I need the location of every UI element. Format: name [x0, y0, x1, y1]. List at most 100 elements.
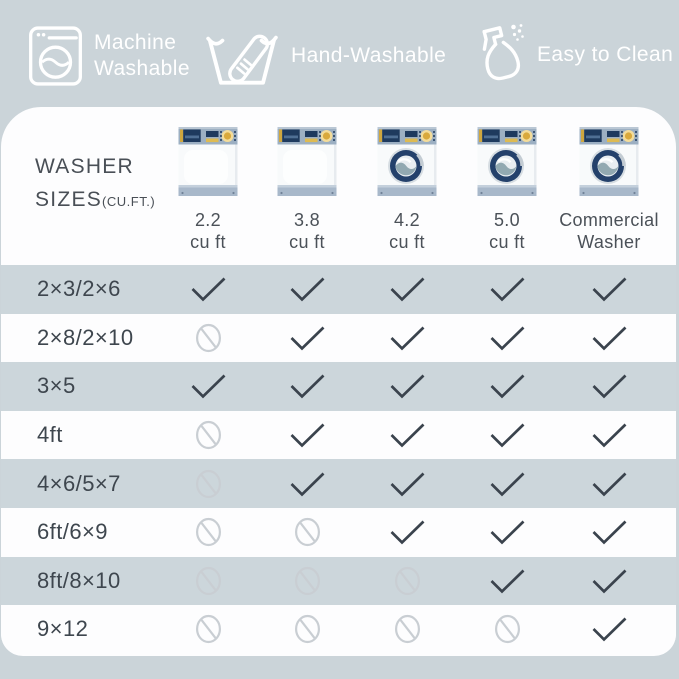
- check-icon: [290, 423, 324, 448]
- washer-front-load-icon: [477, 127, 537, 196]
- feature-hand-washable: Hand-Washable: [204, 24, 446, 88]
- table-cell: [357, 325, 457, 351]
- table-cell: [257, 517, 357, 547]
- table-cell: [357, 276, 457, 302]
- table-cell: [557, 568, 661, 594]
- not-allowed-icon: [294, 615, 320, 644]
- check-icon: [490, 569, 524, 594]
- table-cell: [357, 566, 457, 596]
- not-allowed-icon: [195, 518, 221, 547]
- check-icon: [592, 617, 626, 642]
- washer-front-load-icon: [579, 127, 639, 196]
- check-icon: [290, 277, 324, 302]
- table-cell: [357, 519, 457, 545]
- check-icon: [290, 326, 324, 351]
- table-cell: [457, 568, 557, 594]
- table-cell: [257, 373, 357, 399]
- feature-label: Easy to Clean: [537, 43, 674, 67]
- table-cell: [457, 373, 557, 399]
- hand-wash-icon: [206, 34, 278, 85]
- washer-closed-icon: [178, 127, 238, 196]
- table-cell: [257, 471, 357, 497]
- check-icon: [592, 375, 626, 399]
- table-cell: [159, 566, 257, 596]
- column-header-4-2: 4.2 cu ft: [347, 125, 467, 254]
- check-icon: [290, 472, 324, 497]
- table-cell: [557, 519, 661, 545]
- column-label: 3.8 cu ft: [289, 210, 325, 252]
- check-icon: [390, 423, 424, 448]
- column-header-5-0: 5.0 cu ft: [447, 125, 567, 254]
- table-cell: [159, 469, 257, 499]
- not-allowed-icon: [294, 566, 320, 595]
- check-icon: [490, 472, 524, 497]
- column-header-commercial: Commercial Washer: [549, 125, 669, 254]
- table-cell: [557, 325, 661, 351]
- table-cell: [257, 566, 357, 596]
- rug-size-label: 4×6/5×7: [37, 470, 121, 496]
- table-cell: [357, 422, 457, 448]
- column-label: 5.0 cu ft: [489, 210, 525, 252]
- table-row: 3×5: [1, 362, 676, 411]
- check-icon: [191, 277, 225, 302]
- check-icon: [592, 472, 626, 497]
- column-header-3-8: 3.8 cu ft: [247, 125, 367, 254]
- not-allowed-icon: [394, 566, 420, 595]
- feature-easy-to-clean: Easy to Clean: [476, 22, 673, 88]
- washer-size-table-panel: WASHER SIZES(CU.FT.) 2.2: [1, 107, 676, 656]
- table-row: 6ft/6×9: [1, 507, 676, 557]
- not-allowed-icon: [195, 420, 221, 450]
- care-features-bar: Machine Washable Hand-Washable: [0, 0, 679, 107]
- table-cell: [457, 276, 557, 302]
- washer-closed-icon: [277, 127, 337, 196]
- feature-label: Machine Washable: [94, 31, 190, 80]
- table-cell: [159, 517, 257, 547]
- not-allowed-icon: [195, 469, 221, 498]
- table-title: WASHER SIZES(CU.FT.): [35, 151, 155, 216]
- check-icon: [490, 423, 524, 448]
- not-allowed-icon: [394, 615, 420, 644]
- spray-bottle-icon: [482, 24, 524, 81]
- check-icon: [592, 326, 626, 351]
- table-row: 4×6/5×7: [1, 459, 676, 508]
- table-cell: [457, 471, 557, 497]
- table-title-line2: SIZES: [35, 187, 102, 211]
- check-icon: [390, 326, 424, 351]
- table-cell: [457, 519, 557, 545]
- check-icon: [390, 277, 424, 302]
- check-icon: [290, 375, 324, 399]
- table-cell: [257, 325, 357, 351]
- table-cell: [159, 276, 257, 302]
- table-cell: [159, 614, 257, 644]
- washing-machine-icon: [29, 26, 82, 86]
- table-cell: [257, 422, 357, 448]
- not-allowed-icon: [494, 615, 520, 644]
- column-label: 4.2 cu ft: [389, 210, 425, 252]
- check-icon: [592, 569, 626, 594]
- size-compatibility-rows: 2×3/2×6 2×8/2×10 3×5 4ft: [1, 265, 676, 654]
- table-cell: [457, 614, 557, 644]
- check-icon: [592, 423, 626, 448]
- check-icon: [390, 472, 424, 497]
- rug-size-label: 2×8/2×10: [37, 324, 134, 350]
- check-icon: [592, 520, 626, 545]
- table-title-line1: WASHER: [35, 155, 134, 178]
- table-cell: [159, 373, 257, 399]
- washer-front-load-icon: [377, 127, 437, 196]
- table-cell: [557, 616, 661, 642]
- column-label: Commercial Washer: [559, 210, 659, 252]
- table-cell: [357, 471, 457, 497]
- feature-label: Hand-Washable: [291, 44, 447, 68]
- check-icon: [191, 375, 225, 399]
- table-cell: [159, 420, 257, 450]
- rug-size-label: 8ft/8×10: [37, 567, 121, 593]
- feature-machine-washable: Machine Washable: [28, 26, 208, 86]
- table-row: 2×3/2×6: [1, 265, 676, 314]
- column-label: 2.2 cu ft: [190, 210, 226, 252]
- not-allowed-icon: [195, 323, 221, 352]
- rug-size-label: 2×3/2×6: [37, 276, 121, 302]
- table-title-unit: (CU.FT.): [101, 193, 156, 209]
- table-cell: [457, 325, 557, 351]
- check-icon: [592, 277, 626, 302]
- not-allowed-icon: [195, 615, 221, 644]
